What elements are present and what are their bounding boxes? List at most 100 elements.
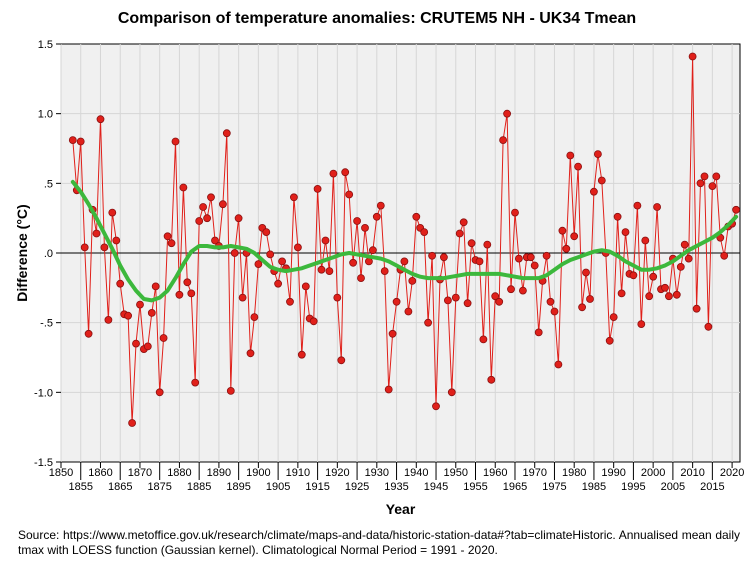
data-point [688,52,697,61]
data-point [526,253,535,262]
data-point [479,335,488,344]
data-point [432,402,440,411]
data-point [136,300,144,309]
data-point [218,200,227,209]
data-point [100,243,109,252]
data-point [313,184,322,193]
x-tick-label: 1975 [542,481,566,493]
data-point [76,137,85,146]
data-point [582,268,590,277]
data-point [297,350,306,359]
data-point [226,386,235,395]
x-tick-label: 1850 [49,467,73,479]
data-point [380,267,389,276]
data-point [439,253,448,262]
data-point [732,205,740,214]
data-point [96,115,105,124]
x-tick-label: 1870 [128,467,152,479]
data-point [286,297,294,306]
data-point [597,176,606,185]
data-point [653,203,661,211]
data-point [408,276,417,285]
x-tick-label: 1950 [444,467,468,479]
data-point [368,246,377,255]
data-point [586,295,594,303]
x-tick-label: 1970 [522,467,546,479]
data-point [594,150,602,159]
data-point [175,290,184,299]
data-point [230,249,239,257]
data-point [163,232,172,241]
data-point [132,339,140,348]
x-tick-label: 1900 [246,467,270,479]
data-point [301,282,310,291]
data-point [321,236,330,245]
data-point [104,315,113,324]
data-point [487,375,496,384]
data-point [262,228,271,237]
data-point [68,136,77,145]
data-point [167,239,176,248]
x-tick-label: 1860 [88,467,112,479]
x-tick-label: 1905 [266,481,290,493]
data-point [428,251,437,260]
x-tick-label: 1995 [621,481,645,493]
x-tick-label: 1865 [108,481,132,493]
data-point [199,203,208,211]
data-point [337,356,346,365]
data-point [289,193,298,202]
y-tick-label: -1.5 [34,457,53,469]
data-point [720,251,729,260]
data-point [116,279,125,288]
data-point [558,226,567,235]
data-point [704,322,713,331]
x-tick-label: 1855 [68,481,92,493]
data-point [191,378,200,387]
data-point [566,151,575,160]
data-point [590,187,598,196]
data-point [554,360,563,369]
x-tick-label: 1965 [503,481,527,493]
data-point [400,257,409,266]
data-point [384,385,393,394]
data-point [542,251,551,260]
x-tick-label: 2015 [700,481,724,493]
data-point [546,297,555,306]
data-point [329,169,338,178]
x-tick-label: 1945 [424,481,448,493]
x-tick-label: 1940 [404,467,428,479]
data-point [388,329,397,338]
data-point [345,190,354,199]
x-tick-label: 2010 [680,467,704,479]
data-point [112,236,121,245]
data-point [124,311,133,320]
data-point [692,304,701,313]
data-point [629,271,638,280]
data-point [507,285,515,294]
data-point [633,201,642,210]
data-point [499,136,508,145]
data-point [357,274,365,283]
data-point [143,342,152,351]
x-tick-label: 1885 [187,481,211,493]
data-point [665,292,673,301]
x-tick-label: 1930 [365,467,389,479]
data-point [534,328,543,337]
data-point [404,307,413,316]
chart-title: Comparison of temperature anomalies: CRU… [117,10,637,27]
data-point [183,278,192,287]
data-point [195,217,204,225]
data-point [266,250,275,259]
data-point [80,243,89,252]
data-point [700,172,709,181]
data-point [617,289,626,298]
data-point [151,282,160,291]
data-point [309,317,318,326]
x-tick-label: 1935 [384,481,408,493]
data-point [680,240,689,249]
data-point [708,182,717,191]
data-point [317,265,326,274]
data-point [712,172,721,181]
data-point [179,183,188,192]
